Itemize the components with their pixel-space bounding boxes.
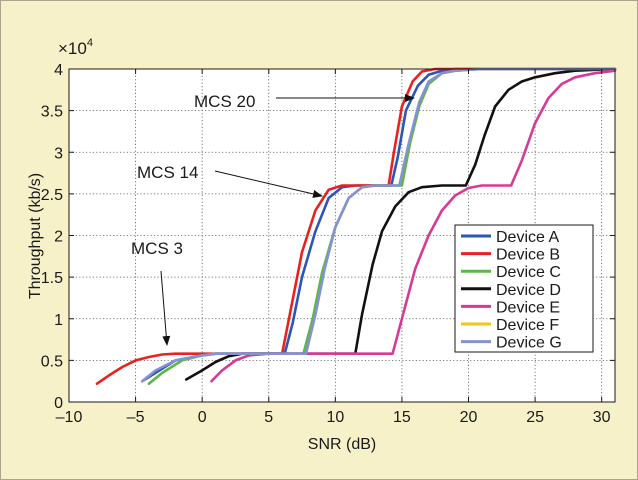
legend-label-device-f: Device F xyxy=(496,317,559,334)
y-tick-label: 3.5 xyxy=(41,104,63,121)
legend-label-device-a: Device A xyxy=(496,229,559,246)
legend-label-device-c: Device C xyxy=(496,264,561,281)
y-tick-label: 2.5 xyxy=(41,187,63,204)
x-tick-label: 20 xyxy=(460,409,478,426)
y-tick-label: 1.5 xyxy=(41,270,63,287)
y-tick-label: 3 xyxy=(54,145,63,162)
y-axis-label: Throughput (kb/s) xyxy=(27,173,44,299)
series-line-device-g xyxy=(140,67,617,383)
x-tick-label: 25 xyxy=(526,409,544,426)
x-tick-label: 15 xyxy=(393,409,411,426)
annotation-arrow xyxy=(160,270,171,346)
annotation-mcs-14: MCS 14 xyxy=(137,163,198,182)
y-tick-label: 4 xyxy=(54,62,63,79)
x-tick-label: 10 xyxy=(326,409,344,426)
legend-label-device-e: Device E xyxy=(496,299,560,316)
legend-label-device-g: Device G xyxy=(496,335,562,352)
y-multiplier: ×104 xyxy=(58,37,93,58)
y-tick-label: 0 xyxy=(54,395,63,412)
x-tick-label: 30 xyxy=(593,409,611,426)
x-axis-label: SNR (dB) xyxy=(308,436,376,453)
series-line-device-b xyxy=(95,67,617,386)
annotation-mcs-20: MCS 20 xyxy=(194,92,255,111)
x-tick-label: –10 xyxy=(56,409,83,426)
annotation-mcs-3: MCS 3 xyxy=(131,239,183,258)
series-layer xyxy=(95,67,617,386)
y-multiplier-base: ×10 xyxy=(58,39,87,58)
y-tick-label: 2 xyxy=(54,229,63,246)
y-multiplier-exponent: 4 xyxy=(87,37,93,49)
legend-label-device-d: Device D xyxy=(496,282,561,299)
annotations: MCS 20 MCS 14 MCS 3 xyxy=(131,92,415,346)
y-tick-label: 1 xyxy=(54,312,63,329)
legend-label-device-b: Device B xyxy=(496,247,560,264)
y-tick-label: 0.5 xyxy=(41,353,63,370)
annotation-arrow xyxy=(214,170,323,198)
x-tick-label: –5 xyxy=(127,409,145,426)
x-tick-label: 0 xyxy=(198,409,207,426)
x-tick-label: 5 xyxy=(264,409,273,426)
ticks: –10 –5 0 5 10 15 20 25 30 0 0.5 1 1.5 2 2.5 3 3.5 4 xyxy=(41,62,615,426)
